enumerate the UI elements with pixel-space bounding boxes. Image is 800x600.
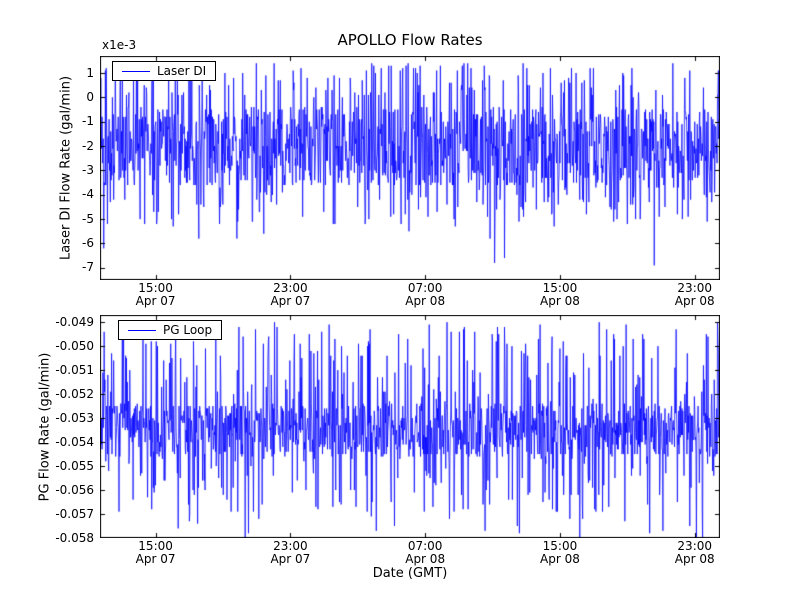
y-tick-label: -0.054 <box>55 434 94 449</box>
laser-di-legend-line-icon <box>122 70 150 72</box>
y-tick-label: 0 <box>86 89 94 104</box>
x-tick-time: 23:00 <box>273 281 308 295</box>
x-tick-date: Apr 08 <box>405 552 446 566</box>
y-tick-label: -0.053 <box>55 410 94 425</box>
y-tick-label: 1 <box>86 65 94 80</box>
y-tick-label: -0.057 <box>55 506 94 521</box>
x-tick-time: 07:00 <box>407 281 443 295</box>
x-tick-time: 15:00 <box>542 539 578 553</box>
y-tick-label: -5 <box>82 211 94 226</box>
x-tick-label: 07:00 Apr 08 <box>405 540 445 566</box>
x-tick-date: Apr 07 <box>135 294 176 308</box>
y-tick-label: -6 <box>82 235 94 250</box>
y-tick-label: -0.050 <box>55 338 94 353</box>
y-tick-label: -0.049 <box>55 314 94 329</box>
x-tick-time: 23:00 <box>677 281 713 295</box>
pg-legend: PG Loop <box>118 320 223 340</box>
laser-di-plot-area: Laser DI <box>100 56 720 280</box>
x-tick-label: 23:00 Apr 07 <box>270 282 310 308</box>
y-tick-label: -7 <box>82 260 94 275</box>
pg-legend-line-icon <box>128 329 156 331</box>
x-tick-label: 15:00 Apr 08 <box>540 282 580 308</box>
y-tick-label: -4 <box>82 187 94 202</box>
laser-di-plot-canvas <box>100 56 720 280</box>
y-tick-label: -0.056 <box>55 482 94 497</box>
x-tick-date: Apr 07 <box>270 294 311 308</box>
y-tick-label: -3 <box>82 162 94 177</box>
y-tick-label: -1 <box>82 114 94 129</box>
x-tick-label: 15:00 Apr 07 <box>136 282 176 308</box>
x-tick-time: 15:00 <box>138 281 173 295</box>
x-tick-time: 15:00 <box>138 539 173 553</box>
chart-title: APOLLO Flow Rates <box>337 31 483 49</box>
y-tick-label: -0.051 <box>55 362 94 377</box>
x-tick-label: 23:00 Apr 07 <box>270 540 310 566</box>
x-tick-time: 23:00 <box>273 539 308 553</box>
y-tick-label: -0.055 <box>55 458 94 473</box>
x-tick-label: 07:00 Apr 08 <box>405 282 445 308</box>
x-tick-date: Apr 07 <box>135 552 176 566</box>
x-tick-label: 15:00 Apr 07 <box>136 540 176 566</box>
x-tick-date: Apr 08 <box>674 552 715 566</box>
pg-plot-area: PG Loop <box>100 315 720 538</box>
pg-plot-canvas <box>100 315 720 538</box>
x-tick-label: 23:00 Apr 08 <box>675 540 715 566</box>
y-tick-label: -0.058 <box>55 530 94 545</box>
x-tick-time: 15:00 <box>542 281 578 295</box>
laser-di-legend-label: Laser DI <box>157 64 207 78</box>
x-tick-date: Apr 07 <box>270 552 311 566</box>
y-tick-label: -2 <box>82 138 94 153</box>
x-tick-label: 23:00 Apr 08 <box>675 282 715 308</box>
x-axis-label: Date (GMT) <box>372 566 448 581</box>
pg-legend-label: PG Loop <box>163 323 213 337</box>
x-tick-time: 23:00 <box>677 539 713 553</box>
laser-di-legend: Laser DI <box>112 61 217 81</box>
x-tick-label: 15:00 Apr 08 <box>540 540 580 566</box>
x-tick-date: Apr 08 <box>540 552 580 566</box>
x-tick-date: Apr 08 <box>405 294 446 308</box>
x-tick-date: Apr 08 <box>674 294 715 308</box>
y-tick-label: -0.052 <box>55 386 94 401</box>
x-tick-date: Apr 08 <box>540 294 580 308</box>
x-tick-time: 07:00 <box>407 539 443 553</box>
y-axis-offset-text: x1e-3 <box>102 38 137 52</box>
